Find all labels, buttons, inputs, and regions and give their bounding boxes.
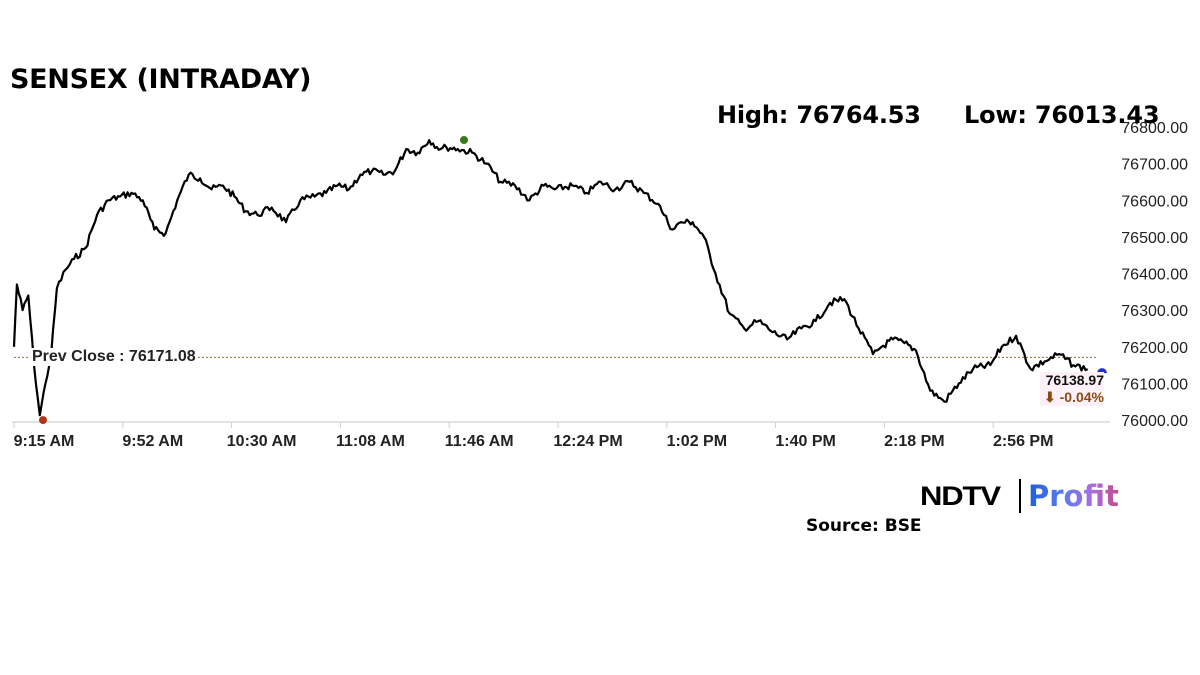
- x-tick-label: 1:02 PM: [667, 433, 727, 450]
- high-value: High: 76764.53: [717, 101, 921, 129]
- y-tick-label: 76600.00: [1121, 193, 1188, 210]
- last-marker: [1097, 368, 1107, 374]
- high-marker: [460, 135, 468, 144]
- x-tick-label: 11:46 AM: [445, 433, 514, 450]
- x-tick-label: 1:40 PM: [775, 433, 835, 450]
- ndtv-profit-logo: NDTV Profit: [920, 476, 1119, 516]
- prev-close-label: Prev Close : 76171.08: [30, 348, 198, 366]
- y-tick-label: 76100.00: [1121, 376, 1188, 393]
- change-percent: ⬇ -0.04%: [1044, 389, 1104, 405]
- x-tick-label: 12:24 PM: [553, 433, 622, 450]
- ndtv-wordmark: NDTV: [920, 480, 1001, 511]
- y-tick-label: 76300.00: [1121, 303, 1188, 320]
- y-tick-label: 76700.00: [1121, 157, 1188, 174]
- x-axis-ticks: 9:15 AM 9:52 AM 10:30 AM 11:08 AM 11:46 AM 12…: [13, 422, 1053, 450]
- y-tick-label: 76400.00: [1121, 267, 1188, 284]
- y-tick-label: 76000.00: [1121, 413, 1188, 430]
- sensex-line: [12, 139, 1089, 417]
- source-label: Source: BSE: [806, 516, 922, 536]
- logo-divider: [1019, 479, 1021, 513]
- low-marker: [39, 416, 47, 425]
- low-value: Low: 76013.43: [964, 101, 1160, 129]
- y-tick-label: 76800.00: [1121, 120, 1188, 137]
- x-tick-label: 2:18 PM: [884, 433, 944, 450]
- chart-title: SENSEX (INTRADAY): [10, 64, 312, 95]
- x-tick-label: 11:08 AM: [336, 433, 405, 450]
- y-tick-label: 76500.00: [1121, 230, 1188, 247]
- x-tick-label: 9:52 AM: [122, 433, 183, 450]
- y-axis-ticks: 76800.00 76700.00 76600.00 76500.00 76400.00…: [1121, 120, 1188, 430]
- x-tick-label: 10:30 AM: [227, 433, 297, 450]
- last-price-box: 76138.97 ⬇ -0.04%: [1040, 372, 1104, 406]
- y-tick-label: 76200.00: [1121, 340, 1188, 357]
- x-tick-label: 2:56 PM: [993, 433, 1053, 450]
- profit-wordmark: Profit: [1028, 479, 1119, 513]
- x-tick-label: 9:15 AM: [14, 433, 75, 450]
- last-price: 76138.97: [1045, 372, 1104, 388]
